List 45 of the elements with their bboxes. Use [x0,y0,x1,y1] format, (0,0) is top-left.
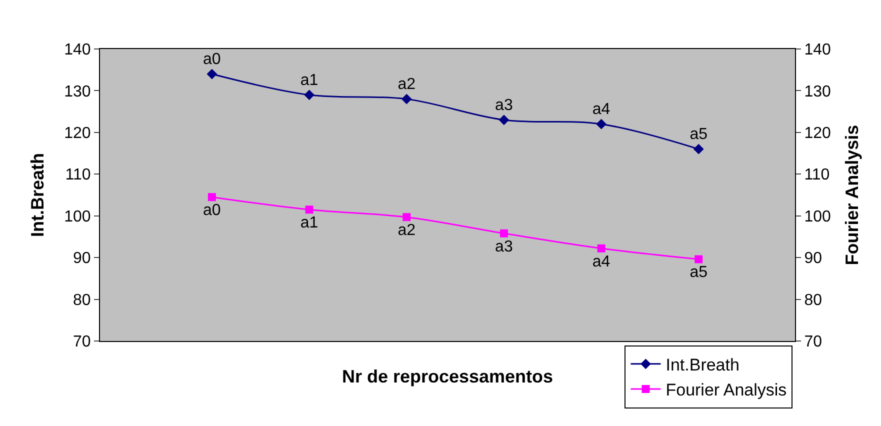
data-label: a4 [592,253,610,270]
data-label: a2 [398,76,416,94]
x-axis-title: Nr de reprocessamentos [342,366,554,386]
data-label: a4 [592,101,610,118]
data-label: a1 [300,214,318,232]
y2-tick-label: 70 [804,334,822,351]
point [693,144,704,154]
point [305,206,314,214]
data-label: a2 [398,222,416,240]
y2-tick-label: 130 [804,83,831,100]
point [500,229,508,238]
y2-tick-label: 140 [804,42,831,59]
y-tick-label: 140 [64,42,91,59]
y-tick-label: 80 [73,292,91,309]
data-label: a3 [495,96,513,114]
legend-label: Fourier Analysis [666,380,787,400]
y-tick-label: 100 [64,208,91,226]
y2-tick-label: 100 [804,208,831,226]
data-label: a1 [300,72,318,89]
legend-label: Int.Breath [666,356,740,375]
point [401,94,412,104]
y-tick-label: 110 [65,166,91,184]
y2-tick-label: 90 [804,250,822,268]
point [498,114,510,126]
y2-tick-label: 80 [804,292,822,309]
point [597,244,606,252]
y2-tick-label: 120 [804,125,831,142]
point [206,68,218,80]
point [402,213,411,222]
data-label: a5 [690,264,708,282]
y2-tick-label: 110 [804,166,830,184]
data-label: a3 [495,238,513,256]
y-tick-label: 90 [73,250,91,268]
point [596,118,606,130]
point [694,255,703,264]
point [208,193,216,202]
y-tick-label: 120 [64,125,91,142]
y-axis-title: Int.Breath [27,152,48,238]
data-label: a0 [203,202,221,220]
y2-axis-title: Fourier Analysis [842,124,862,266]
y-tick-label: 130 [64,83,91,100]
y-tick-label: 70 [73,334,91,351]
point [304,90,314,100]
data-label: a0 [203,51,221,68]
data-label: a5 [690,126,708,144]
